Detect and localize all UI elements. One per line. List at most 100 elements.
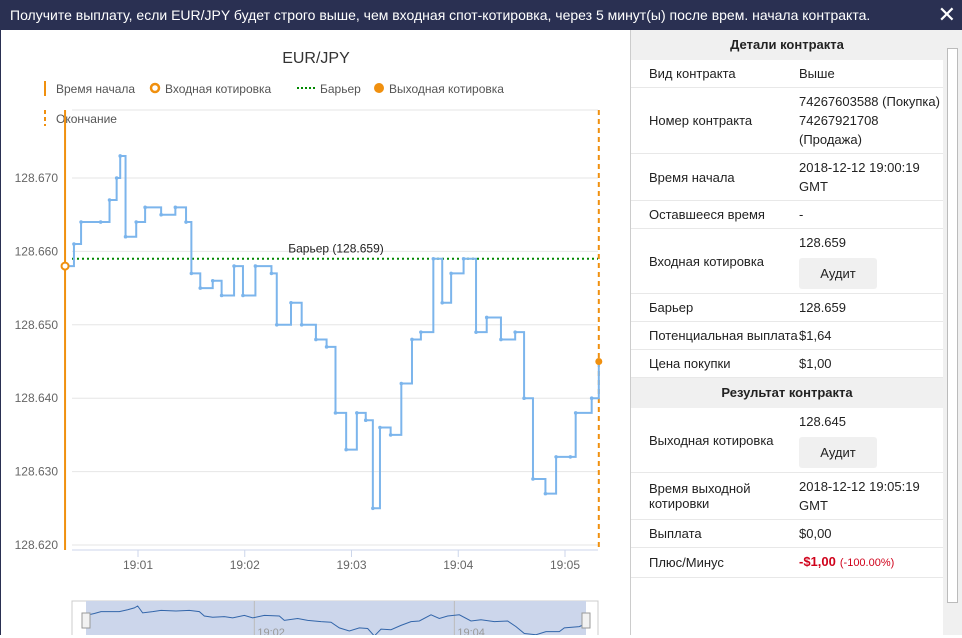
navigator-handle[interactable] — [81, 612, 91, 629]
price-point — [184, 220, 188, 224]
contract-header: Получите выплату, если EUR/JPY будет стр… — [0, 0, 962, 30]
audit-button[interactable]: Аудит — [799, 258, 877, 289]
price-point — [289, 300, 293, 305]
detail-row: Вид контракта Выше — [631, 60, 943, 88]
price-point — [189, 271, 194, 276]
price-point — [474, 330, 478, 334]
detail-value: 128.645 Аудит — [799, 412, 943, 468]
exit-spot-marker — [595, 358, 603, 365]
price-point — [324, 345, 329, 349]
legend-start[interactable]: Время начала — [56, 82, 135, 96]
detail-row: Выходная котировка 128.645 Аудит — [631, 408, 943, 473]
detail-row: Барьер 128.659 — [631, 294, 943, 322]
price-point — [118, 154, 123, 158]
value-text: 128.659 — [799, 235, 846, 250]
price-point — [98, 220, 103, 224]
value-text: - — [799, 207, 804, 222]
legend-entry[interactable]: Входная котировка — [165, 82, 272, 96]
price-point — [210, 278, 215, 283]
price-point — [573, 411, 578, 415]
close-icon[interactable]: ✕ — [937, 2, 956, 27]
price-point — [484, 315, 489, 320]
price-point — [522, 396, 526, 401]
x-tick-label: 19:04 — [443, 558, 473, 572]
price-point — [114, 176, 119, 180]
navigator-range[interactable] — [86, 601, 586, 638]
price-point — [388, 433, 393, 437]
price-point — [173, 205, 178, 210]
price-point — [269, 271, 274, 276]
price-line — [65, 154, 600, 510]
detail-value: 128.659 Аудит — [799, 233, 943, 289]
price-point — [419, 330, 423, 334]
detail-label: Входная котировка — [649, 253, 765, 269]
price-point — [399, 381, 404, 386]
value-text: 2018-12-12 19:05:19 GMT — [799, 479, 920, 513]
detail-label: Вид контракта — [649, 66, 736, 81]
x-tick-label: 19:03 — [336, 558, 366, 572]
detail-row: Оставшееся время - — [631, 201, 943, 229]
detail-value: -$1,00 (-100.00%) — [799, 552, 943, 573]
contract-details-panel: Детали контракта Вид контракта Выше Номер … — [630, 30, 943, 635]
price-point — [449, 271, 453, 276]
price-point — [159, 212, 163, 217]
detail-label: Оставшееся время — [649, 207, 765, 222]
percent-change: (-100.00%) — [839, 557, 895, 569]
price-point — [107, 198, 112, 202]
chart-title: EUR/JPY — [282, 50, 350, 67]
detail-value: $1,64 — [799, 326, 943, 345]
price-point — [79, 220, 83, 224]
details-title: Детали контракта — [631, 30, 943, 60]
value-text: 2018-12-12 19:00:19 GMT — [799, 160, 920, 194]
value-text: $0,00 — [799, 526, 832, 541]
detail-value: - — [799, 205, 943, 224]
price-point — [219, 293, 224, 298]
price-point — [333, 411, 338, 415]
price-point — [461, 256, 466, 261]
price-point — [72, 242, 76, 246]
value-text: 128.645 — [799, 414, 846, 429]
legend: Время начала Входная котировка Барьер Вы… — [44, 81, 504, 126]
detail-label: Плюс/Минус — [649, 555, 724, 570]
price-point — [513, 330, 517, 334]
price-point — [232, 264, 236, 268]
detail-label: Выплата — [649, 526, 702, 541]
value-text: $1,00 — [799, 356, 832, 371]
price-point — [143, 205, 147, 210]
price-point — [554, 455, 558, 459]
price-point — [543, 491, 548, 496]
detail-value: 2018-12-12 19:00:19 GMT — [799, 158, 943, 196]
y-tick-label: 128.640 — [15, 391, 59, 405]
detail-label: Время начала — [649, 169, 735, 185]
detail-row: Номер контракта 74267603588 (Покупка) 742… — [631, 88, 943, 154]
price-point — [531, 477, 535, 481]
exit-marker-icon — [374, 83, 384, 93]
legend-end[interactable]: Окончание — [56, 112, 117, 126]
price-point — [198, 286, 203, 290]
navigator-handle[interactable] — [581, 612, 591, 629]
detail-row: Время начала 2018-12-12 19:00:19 GMT — [631, 154, 943, 201]
barrier-label: Барьер (128.659) — [288, 242, 384, 256]
y-tick-label: 128.670 — [15, 171, 59, 185]
detail-row: Потенциальная выплата $1,64 — [631, 322, 943, 350]
detail-value: 128.659 — [799, 298, 943, 317]
detail-label: Выходная котировка — [649, 432, 774, 448]
y-tick-label: 128.620 — [15, 538, 59, 552]
price-chart: EUR/JPY Время начала Входная котировка Б… — [15, 50, 603, 638]
price-point — [431, 256, 436, 261]
detail-row: Время выходной котировки 2018-12-12 19:05… — [631, 473, 943, 520]
price-point — [589, 396, 594, 401]
detail-row: Цена покупки $1,00 — [631, 350, 943, 378]
price-point — [371, 506, 375, 511]
y-tick-label: 128.650 — [15, 318, 59, 332]
legend-barrier[interactable]: Барьер — [320, 82, 361, 96]
detail-value: 2018-12-12 19:05:19 GMT — [799, 477, 943, 515]
chart-area: EUR/JPY Время начала Входная котировка Б… — [0, 30, 630, 638]
legend-exit[interactable]: Выходная котировка — [389, 82, 504, 96]
entry-marker-icon — [149, 82, 161, 94]
audit-button[interactable]: Аудит — [799, 437, 877, 468]
detail-row: Плюс/Минус -$1,00 (-100.00%) — [631, 548, 943, 578]
value-text: Выше — [799, 66, 835, 81]
scrollbar-thumb[interactable] — [947, 48, 958, 603]
scrollbar[interactable] — [943, 30, 962, 635]
